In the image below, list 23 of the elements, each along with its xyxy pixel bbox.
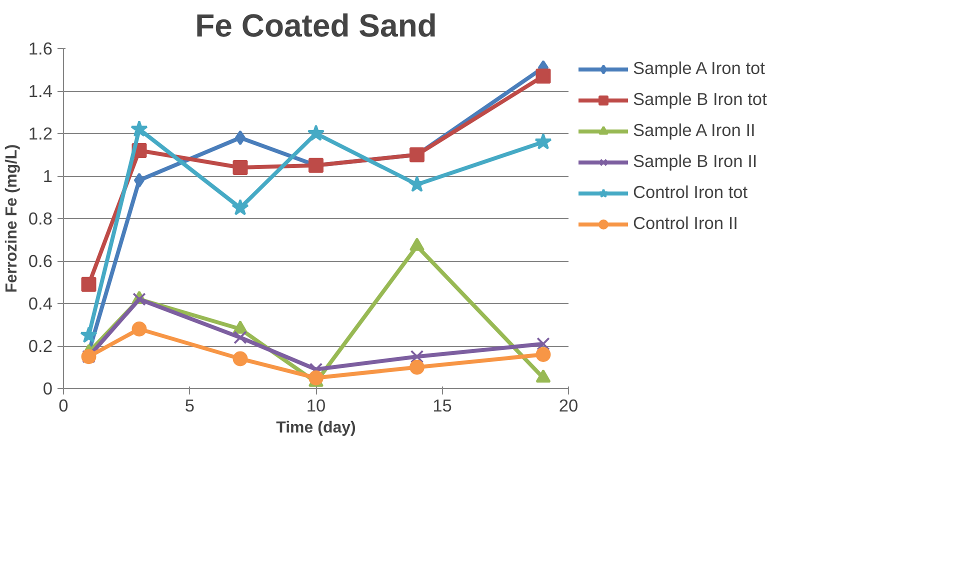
legend-label: Control Iron tot <box>633 182 749 203</box>
x-tick-label: 20 <box>558 396 578 416</box>
y-tick-label: 0.8 <box>28 208 53 228</box>
y-tick-label: 0 <box>42 378 53 398</box>
chart-title: Fe Coated Sand <box>195 8 437 44</box>
legend-label: Control Iron II <box>633 213 739 234</box>
y-tick-label: 1.2 <box>28 124 53 144</box>
y-tick-label: 1 <box>42 166 53 186</box>
y-axis-title: Ferrozine Fe (mg/L) <box>3 144 20 293</box>
x-tick-label: 15 <box>432 396 452 416</box>
y-tick-label: 0.6 <box>28 251 53 271</box>
x-axis-title: Time (day) <box>276 420 356 436</box>
y-tick-label: 0.2 <box>28 336 53 356</box>
y-tick-label: 0.4 <box>28 294 53 314</box>
legend-label: Sample A Iron tot <box>633 58 766 79</box>
y-tick-label: 1.6 <box>28 38 53 58</box>
legend-label: Sample B Iron tot <box>633 89 768 110</box>
legend-label: Sample A Iron II <box>633 120 756 141</box>
x-tick-label: 10 <box>306 396 326 416</box>
legend-label: Sample B Iron II <box>633 151 758 172</box>
x-tick-label: 5 <box>184 396 195 416</box>
x-tick-label: 0 <box>58 396 68 416</box>
y-tick-label: 1.4 <box>28 81 53 101</box>
